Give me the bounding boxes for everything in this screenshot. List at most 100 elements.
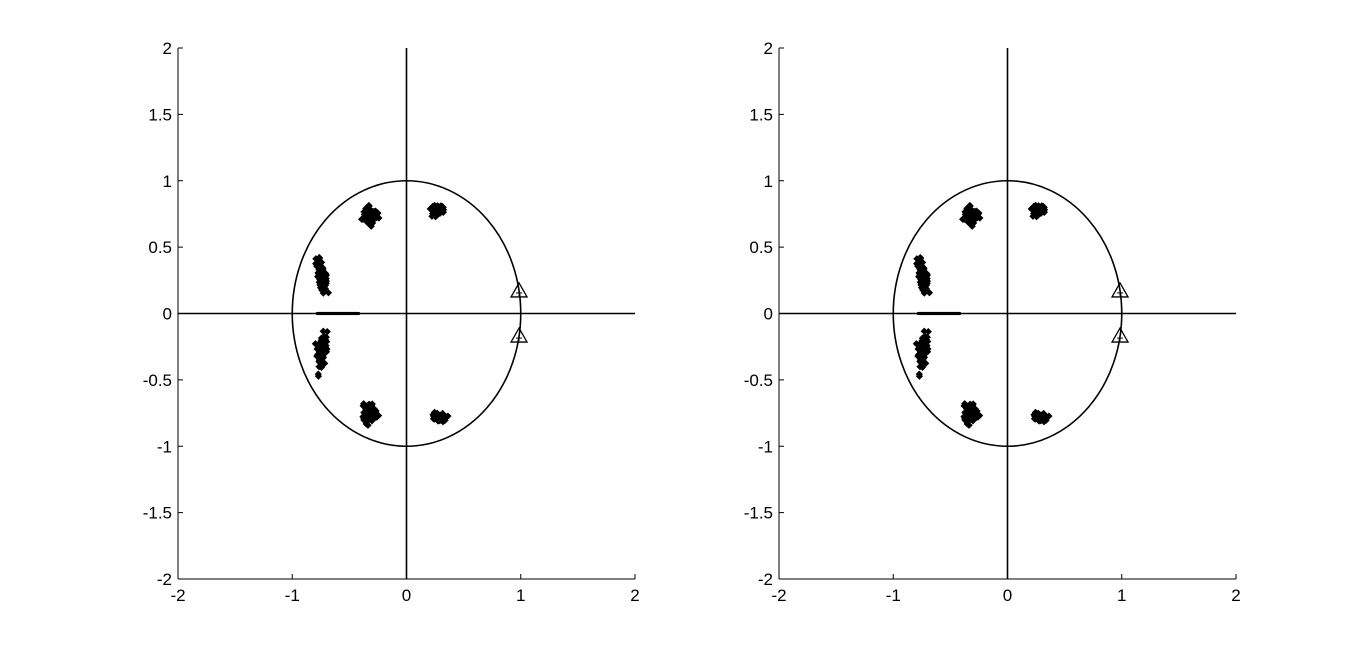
data-point (365, 402, 373, 410)
axis-points (916, 311, 962, 316)
data-point (1035, 416, 1043, 424)
data-point (318, 286, 326, 294)
data-point (364, 216, 372, 224)
triangle-marker-2 (1110, 326, 1130, 343)
y-tick-label: -2 (758, 570, 773, 589)
data-point (368, 219, 377, 227)
y-tick-label: 0.5 (148, 238, 172, 257)
data-point (1035, 206, 1043, 214)
data-point (434, 206, 442, 214)
data-point (323, 328, 331, 336)
y-tick-label: 1 (764, 172, 773, 191)
y-tick-label: -1 (157, 437, 172, 456)
y-tick-label: 2 (163, 39, 172, 58)
data-point (362, 206, 370, 214)
data-point (969, 219, 978, 227)
data-point (965, 216, 973, 224)
data-point (313, 352, 321, 360)
y-tick-label: 0.5 (749, 238, 773, 257)
data-point (320, 278, 328, 286)
data-point (324, 289, 333, 297)
x-tick-label: -2 (771, 586, 786, 605)
data-point (321, 346, 330, 354)
axis-points (315, 311, 361, 316)
y-tick-label: 1 (163, 172, 172, 191)
y-tick-label: -1.5 (744, 504, 773, 523)
y-tick-label: -0.5 (143, 371, 172, 390)
data-point (314, 370, 322, 378)
y-tick-label: -1.5 (143, 504, 172, 523)
data-point (919, 263, 927, 272)
y-tick-label: -2 (157, 570, 172, 589)
axis-point (356, 311, 361, 316)
x-tick-label: -2 (170, 586, 185, 605)
point-cluster-5 (913, 253, 934, 297)
point-cluster-3 (1027, 201, 1049, 221)
point-cluster-1 (358, 201, 383, 230)
x-tick-label: 0 (402, 586, 411, 605)
y-tick-label: 1.5 (749, 105, 773, 124)
x-tick-label: -1 (886, 586, 901, 605)
point-cluster-4 (1030, 408, 1053, 426)
y-tick-label: -1 (758, 437, 773, 456)
triangle-marker-1 (509, 281, 529, 298)
data-point (963, 206, 971, 214)
data-point (317, 363, 326, 372)
data-point (923, 271, 931, 280)
data-point (966, 402, 974, 410)
data-point (322, 271, 330, 280)
data-point (961, 414, 969, 423)
data-point (364, 421, 372, 429)
data-point (925, 289, 934, 297)
unit-circle (892, 179, 1123, 448)
y-tick-label: 0 (764, 305, 773, 324)
point-cluster-4 (429, 408, 452, 426)
data-point (924, 328, 932, 336)
data-point (434, 416, 442, 424)
data-point (969, 410, 977, 419)
data-point (918, 363, 927, 372)
data-point (368, 410, 376, 419)
data-point (922, 346, 931, 354)
data-point (919, 286, 927, 294)
axis-point (957, 311, 962, 316)
data-point (914, 352, 922, 360)
x-tick-label: 2 (1231, 586, 1240, 605)
data-point (917, 347, 925, 355)
data-point (916, 253, 924, 262)
data-point (360, 414, 368, 423)
point-cluster-2 (960, 400, 984, 429)
unit-circle (291, 179, 522, 448)
data-point (915, 270, 924, 278)
chart-1: -2 -1 0 1 2 -2 -1.5 -1 -0.5 0 0.5 1 1.5 2 (143, 39, 640, 605)
x-tick-label: 1 (516, 586, 525, 605)
data-point (1038, 412, 1047, 421)
point-cluster-5 (312, 253, 333, 297)
point-cluster-6 (311, 327, 331, 380)
y-tick-label: 1.5 (148, 105, 172, 124)
y-tick-label: 2 (764, 39, 773, 58)
data-point (437, 412, 446, 421)
point-cluster-1 (959, 201, 984, 230)
y-tick-label: 0 (163, 305, 172, 324)
y-tick-label: -0.5 (744, 371, 773, 390)
data-point (915, 370, 923, 378)
x-tick-label: -1 (285, 586, 300, 605)
triangle-marker-1 (1110, 281, 1130, 298)
point-cluster-2 (359, 400, 383, 429)
data-point (921, 278, 929, 286)
data-point (314, 270, 323, 278)
x-tick-label: 1 (1117, 586, 1126, 605)
chart-2: -2 -1 0 1 2 -2 -1.5 -1 -0.5 0 0.5 1 1.5 2 (744, 39, 1241, 605)
point-cluster-3 (426, 201, 448, 221)
data-point (965, 421, 973, 429)
data-point (316, 347, 324, 355)
x-tick-label: 0 (1003, 586, 1012, 605)
triangle-marker-2 (509, 326, 529, 343)
data-point (315, 253, 323, 262)
point-cluster-6 (912, 327, 932, 380)
data-point (318, 263, 326, 272)
x-tick-label: 2 (630, 586, 639, 605)
